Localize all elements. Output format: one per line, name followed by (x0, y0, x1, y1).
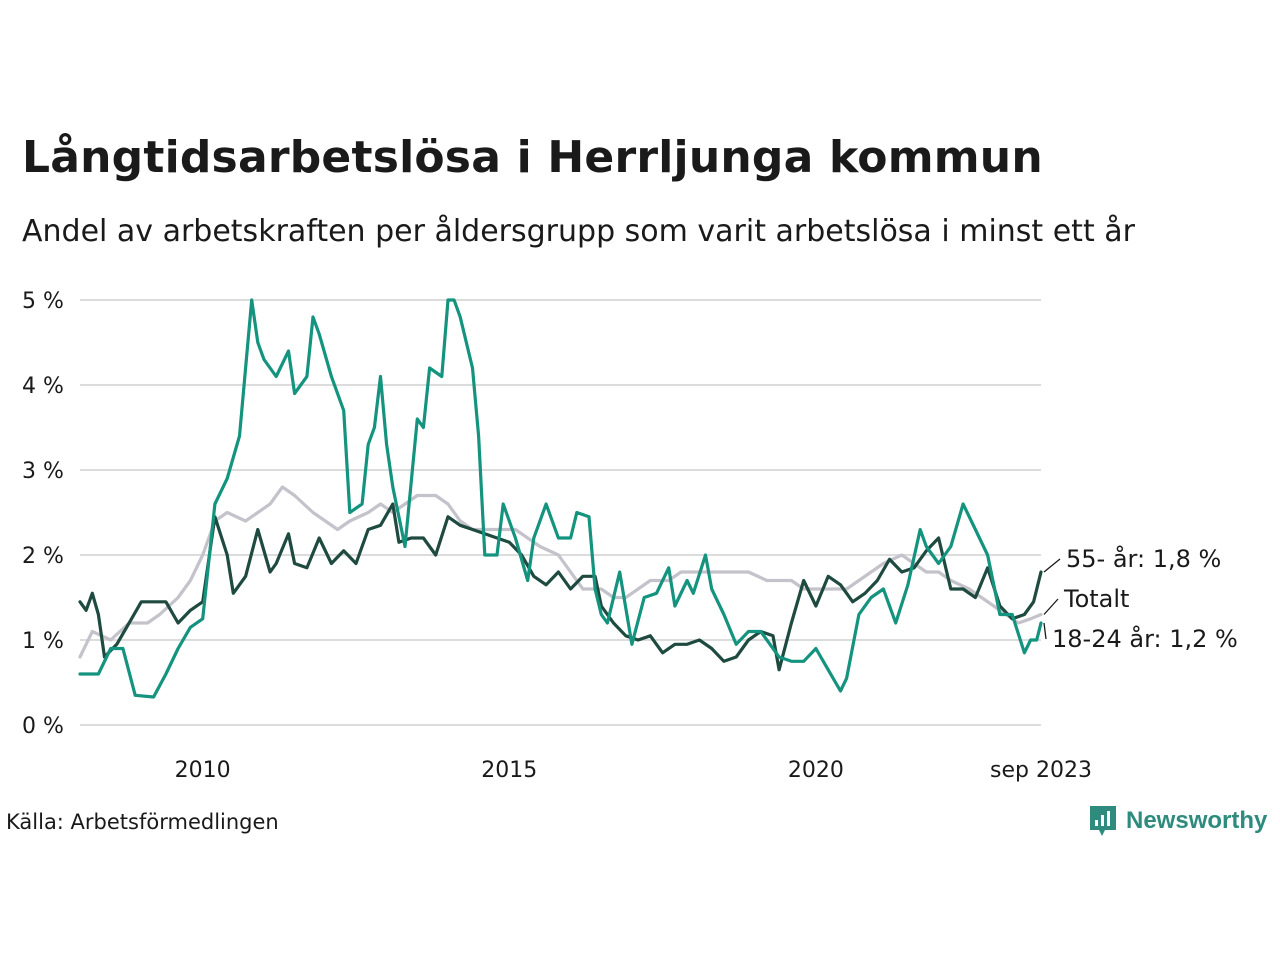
leader-line (1043, 598, 1059, 615)
y-axis: 0 % 1 % 2 % 3 % 4 % 5 % (22, 289, 64, 739)
leader-line (1043, 558, 1061, 573)
brand-name: Newsworthy (1126, 807, 1268, 834)
chart-subtitle: Andel av arbetskraften per åldersgrupp s… (22, 214, 1135, 249)
x-axis: 2010 2015 2020 sep 2023 (175, 758, 1092, 783)
x-tick-label: 2020 (788, 758, 844, 783)
y-tick-label: 3 % (22, 459, 64, 484)
end-label-18-24: 18-24 år: 1,2 % (1052, 624, 1238, 653)
y-tick-label: 0 % (22, 714, 64, 739)
newsworthy-logo-icon (1090, 806, 1116, 836)
source-note: Källa: Arbetsförmedlingen (6, 810, 279, 834)
series-lines (78, 298, 1043, 699)
end-label-55-plus: 55- år: 1,8 % (1066, 544, 1221, 573)
chart-title: Långtidsarbetslösa i Herrljunga kommun (22, 132, 1043, 183)
series-line-total (78, 485, 1043, 659)
y-tick-label: 4 % (22, 374, 64, 399)
y-tick-label: 2 % (22, 544, 64, 569)
y-tick-label: 1 % (22, 629, 64, 654)
series-line-55-plus (78, 502, 1043, 672)
series-line-18-24 (78, 298, 1043, 699)
leader-line (1043, 622, 1047, 640)
line-chart: 0 %1 %2 %3 %4 %5 % 2010 2015 2020 sep 2023 … (22, 289, 1238, 783)
x-tick-label: sep 2023 (990, 758, 1092, 783)
x-tick-label: 2015 (481, 758, 537, 783)
brand-logo: Newsworthy (1088, 804, 1267, 838)
series-end-labels: Totalt 55- år: 1,8 % 18-24 år: 1,2 % (1043, 544, 1238, 653)
end-label-total: Totalt (1063, 585, 1129, 613)
gridlines (80, 299, 1041, 726)
y-tick-label: 5 % (22, 289, 64, 314)
x-tick-label: 2010 (175, 758, 231, 783)
